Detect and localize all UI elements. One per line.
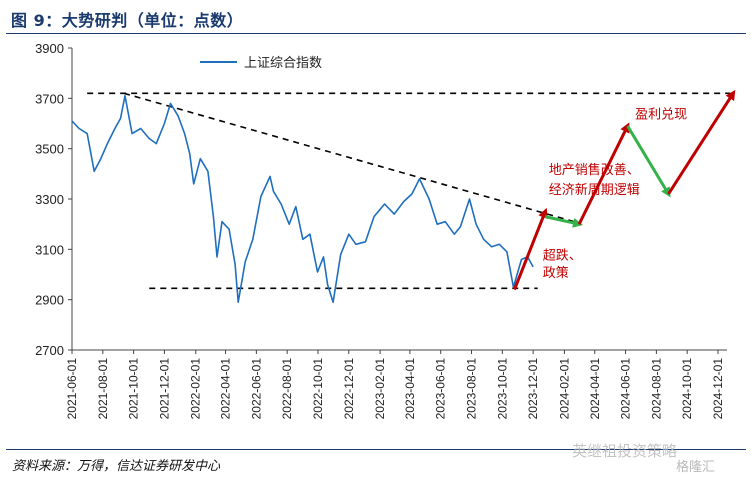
annotation-label: 地产销售改善、 [549,162,640,178]
source-note: 资料来源：万得，信达证券研发中心 [12,459,221,474]
x-tick-label: 2022-02-01 [189,358,203,420]
trend-lines [87,92,731,290]
red-arrow-1 [513,207,548,291]
x-tick-label: 2024-08-01 [649,358,663,420]
figure-title: 图 9：大势研判（单位：点数） [11,11,244,30]
series-line-shanghai-composite [71,95,534,304]
x-tick-label: 2022-08-01 [280,358,294,420]
x-tick-label: 2024-10-01 [680,358,694,420]
projection-arrows [513,89,736,291]
annotation-label: 超跌、 [543,247,582,263]
x-tick-label: 2022-10-01 [311,358,325,420]
red-arrow-5 [667,89,736,195]
annotation-label: 政策 [543,265,569,281]
x-tick-label: 2021-08-01 [96,358,110,420]
x-axis-ticks: 2021-06-01 2021-08-01 2021-10-01 2021-12-01… [65,350,725,419]
x-tick-label: 2021-06-01 [65,358,79,420]
watermark: 英继祖投资策略 [572,442,678,460]
x-tick-label: 2021-10-01 [127,358,141,420]
x-tick-label: 2024-04-01 [588,358,602,420]
x-tick-label: 2023-04-01 [403,358,417,420]
resistance-dashed-line [123,92,575,223]
green-arrow-4 [626,125,671,198]
y-tick-label: 3500 [35,142,64,157]
legend-label: 上证综合指数 [244,56,322,71]
x-tick-label: 2023-10-01 [495,358,509,420]
x-tick-label: 2024-02-01 [557,358,571,420]
x-tick-label: 2022-06-01 [249,358,263,420]
x-tick-label: 2023-12-01 [526,358,540,420]
x-tick-label: 2024-06-01 [619,358,633,420]
x-tick-label: 2023-02-01 [373,358,387,420]
legend: 上证综合指数 [200,56,322,71]
x-tick-label: 2023-06-01 [434,358,448,420]
x-tick-label: 2022-04-01 [219,358,233,420]
annotation-label: 盈利兑现 [635,107,687,122]
y-tick-label: 2900 [35,293,64,308]
x-tick-label: 2021-12-01 [157,358,171,420]
y-tick-label: 3700 [35,91,64,106]
x-tick-label: 2024-12-01 [711,358,725,420]
y-tick-label: 3900 [35,41,64,56]
annotation-labels: 超跌、政策 地产销售改善、经济新周期逻辑 盈利兑现 [543,107,687,281]
footer-rule [6,449,746,450]
y-tick-label: 3300 [35,192,64,207]
green-arrow-2 [544,215,584,228]
watermark-brand: 格隆汇 [676,460,716,475]
annotation-label: 经济新周期逻辑 [549,182,640,198]
title-rule [6,33,746,34]
y-tick-label: 3100 [35,242,64,257]
y-axis-ticks: 2700 2900 3100 3300 3500 3700 3900 [35,41,72,358]
x-tick-label: 2023-08-01 [465,358,479,420]
series-group [71,95,534,304]
red-arrow-3 [577,122,630,225]
x-tick-label: 2022-12-01 [342,358,356,420]
y-tick-label: 2700 [35,343,64,358]
